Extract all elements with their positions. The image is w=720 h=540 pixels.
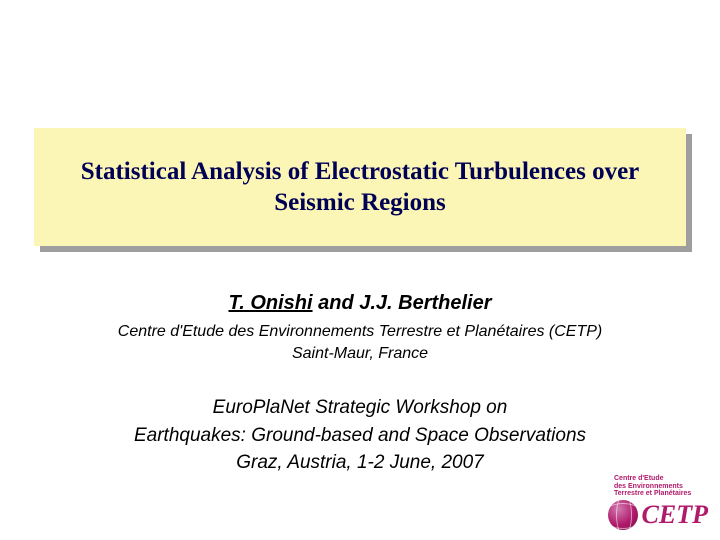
coauthor-text: and J.J. Berthelier [313, 292, 492, 314]
workshop-line-2: Earthquakes: Ground-based and Space Obse… [0, 422, 720, 450]
globe-icon [608, 500, 638, 530]
logo-row: CETP [578, 500, 708, 530]
affiliation-line-1: Centre d'Etude des Environnements Terres… [0, 321, 720, 343]
authors-line: T. Onishi and J.J. Berthelier [0, 292, 720, 315]
cetp-logo: Centre d'Etude des Environnements Terres… [578, 475, 708, 530]
logo-sub-line-2: des Environnements [614, 483, 683, 490]
title-box: Statistical Analysis of Electrostatic Tu… [34, 128, 686, 246]
workshop-line-1: EuroPlaNet Strategic Workshop on [0, 394, 720, 422]
logo-subtitle: Centre d'Etude des Environnements Terres… [614, 475, 708, 498]
primary-author: T. Onishi [228, 292, 312, 314]
logo-acronym: CETP [642, 500, 708, 530]
affiliation-line-2: Saint-Maur, France [0, 343, 720, 365]
slide-title: Statistical Analysis of Electrostatic Tu… [52, 156, 668, 219]
logo-sub-line-1: Centre d'Etude [614, 475, 664, 482]
authors-block: T. Onishi and J.J. Berthelier Centre d'E… [0, 292, 720, 364]
workshop-block: EuroPlaNet Strategic Workshop on Earthqu… [0, 394, 720, 477]
logo-sub-line-3: Terrestre et Planétaires [614, 490, 691, 497]
workshop-line-3: Graz, Austria, 1-2 June, 2007 [0, 449, 720, 477]
title-banner: Statistical Analysis of Electrostatic Tu… [34, 128, 686, 246]
